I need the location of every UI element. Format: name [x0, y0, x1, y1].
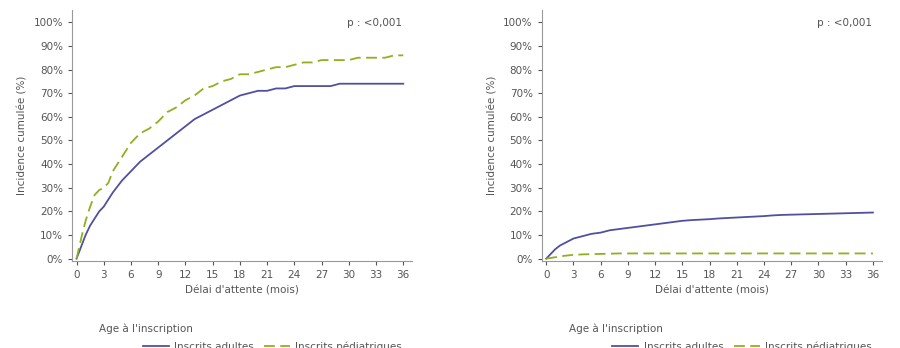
Text: Age à l'inscription: Age à l'inscription [569, 324, 662, 334]
Y-axis label: Incidence cumulée (%): Incidence cumulée (%) [488, 76, 498, 196]
Y-axis label: Incidence cumulée (%): Incidence cumulée (%) [18, 76, 28, 196]
X-axis label: Délai d'attente (mois): Délai d'attente (mois) [185, 286, 299, 295]
Legend: Inscrits adultes, Inscrits pédiatriques: Inscrits adultes, Inscrits pédiatriques [608, 337, 876, 348]
Text: Age à l'inscription: Age à l'inscription [99, 324, 193, 334]
Text: p : <0,001: p : <0,001 [347, 18, 402, 28]
Text: p : <0,001: p : <0,001 [817, 18, 872, 28]
Legend: Inscrits adultes, Inscrits pédiatriques: Inscrits adultes, Inscrits pédiatriques [139, 337, 406, 348]
X-axis label: Délai d'attente (mois): Délai d'attente (mois) [655, 286, 769, 295]
